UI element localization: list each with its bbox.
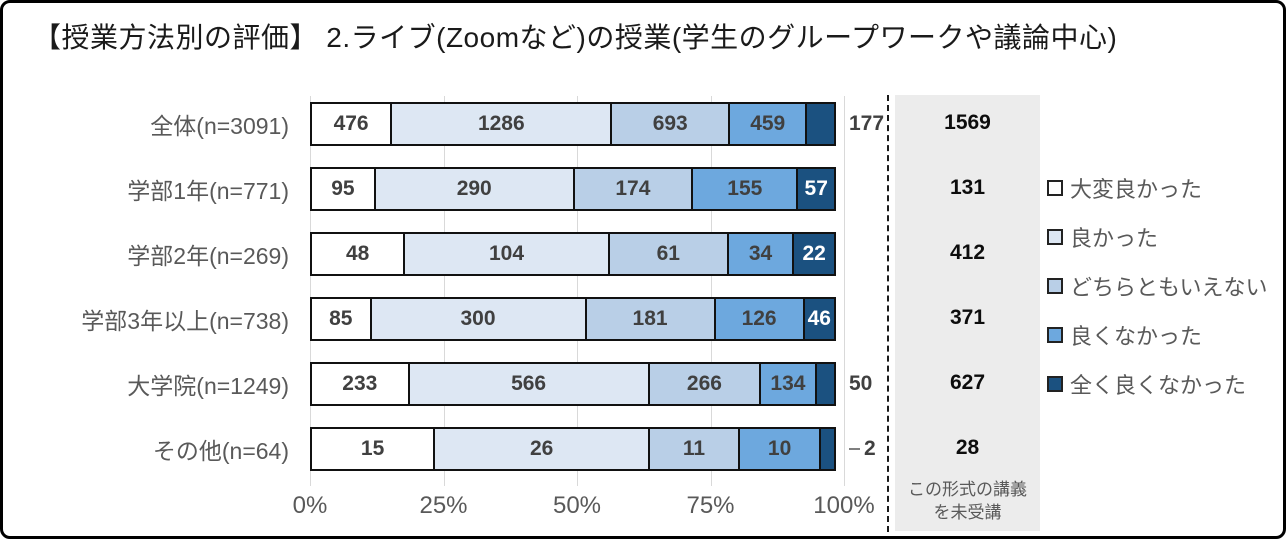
legend-item: 全く良くなかった [1047, 359, 1268, 408]
bar-segment: 566 [407, 362, 650, 406]
bar-segment: 104 [403, 232, 610, 276]
unattended-value: 131 [949, 176, 986, 199]
x-tick-label: 75% [686, 492, 735, 519]
bar-segment: 476 [310, 102, 393, 146]
bar-segment: 22 [792, 232, 836, 276]
unattended-caption-line1: この形式の講義 [908, 480, 1027, 500]
bar-segment: 126 [713, 297, 805, 341]
bar-value-outside: 2 [849, 437, 876, 461]
leader-line [849, 448, 860, 450]
bar-segment: 233 [310, 362, 410, 406]
gridline [577, 96, 578, 486]
legend-label: 良かった [1070, 225, 1159, 251]
gridline [443, 96, 445, 486]
category-axis: 全体(n=3091) 学部1年(n=771) 学部2年(n=269) 学部3年以上(n… [3, 96, 299, 488]
bar-segment: 34 [726, 232, 795, 276]
bar-track: 233 566 266 134 [310, 362, 844, 406]
bar-row: 476 1286 693 459 177 [310, 102, 884, 146]
dashed-separator [887, 95, 889, 532]
bar-track: 476 1286 693 459 [310, 102, 844, 146]
bar-segment: 300 [369, 297, 587, 341]
unattended-value: 1569 [944, 111, 991, 134]
bar-segment: 48 [310, 232, 406, 276]
bar-segment: 693 [610, 102, 731, 146]
bar-segment: 459 [728, 102, 808, 146]
bar-segment: 11 [648, 427, 740, 471]
bar-track: 95 290 174 155 57 [310, 167, 844, 211]
legend: 大変良かった 良かったどちらともいえない 良くなかった全く良くなかった [1047, 163, 1268, 408]
bar-segment: 155 [691, 167, 799, 211]
bar-segment: 290 [373, 167, 575, 211]
bar-segment: 61 [607, 232, 729, 276]
bar-track: 48 104 61 34 22 [310, 232, 844, 276]
legend-label: 大変良かった [1070, 176, 1203, 202]
bar-track: 85 300 181 126 46 [310, 297, 844, 341]
legend-swatch [1047, 277, 1063, 294]
bar-segment [819, 427, 836, 471]
legend-label: 良くなかった [1070, 323, 1203, 349]
bar-segment: 15 [310, 427, 436, 471]
legend-swatch [1047, 326, 1063, 343]
legend-swatch [1047, 228, 1063, 245]
bar-segment: 174 [572, 167, 694, 211]
category-label: その他(n=64) [152, 438, 289, 464]
bar-segment: 134 [759, 362, 817, 406]
unattended-caption-line2: を未受講 [933, 503, 1002, 523]
bar-segment: 1286 [390, 102, 613, 146]
bar-segment: 95 [310, 167, 376, 211]
legend-swatch [1047, 375, 1063, 392]
unattended-value: 28 [955, 436, 980, 459]
bar-row: 15 26 11 10 2 [310, 427, 876, 471]
bar-track: 15 26 11 10 [310, 427, 844, 471]
bar-value-outside: 177 [849, 112, 885, 135]
bar-segment: 10 [737, 427, 822, 471]
bar-value-outside: 50 [849, 372, 873, 395]
legend-item: どちらともいえない [1047, 261, 1268, 310]
gridline [844, 96, 845, 486]
x-tick-label: 25% [419, 492, 468, 519]
x-tick-label: 0% [292, 492, 328, 519]
bar-segment: 85 [310, 297, 372, 341]
bar-row: 48 104 61 34 22 [310, 232, 844, 276]
category-label: 学部3年以上(n=738) [81, 308, 289, 334]
gridline [310, 96, 311, 486]
x-tick-label: 100% [813, 492, 875, 519]
bar-segment: 57 [796, 167, 836, 211]
gridline [710, 96, 712, 486]
category-label: 学部2年(n=269) [127, 243, 289, 269]
category-label: 大学院(n=1249) [127, 373, 289, 399]
bar-row: 233 566 266 134 50 [310, 362, 872, 406]
bar-row: 85 300 181 126 46 [310, 297, 844, 341]
x-tick-label: 50% [552, 492, 602, 519]
legend-swatch [1047, 179, 1063, 196]
legend-item: 大変良かった [1047, 163, 1268, 212]
chart-title: 【授業方法別の評価】 2.ライブ(Zoomなど)の授業(学生のグループワークや議… [33, 22, 1118, 53]
unattended-value: 627 [949, 371, 986, 394]
legend-label: どちらともいえない [1070, 274, 1268, 300]
unattended-value: 371 [949, 306, 986, 329]
category-label: 全体(n=3091) [150, 113, 289, 139]
legend-item: 良くなかった [1047, 310, 1268, 359]
plot-area: 476 1286 693 459 177 95 290 174 155 57 48 104 61 34 22… [310, 96, 884, 488]
unattended-caption: この形式の講義 を未受講 [895, 479, 1040, 525]
bar-segment: 46 [802, 297, 836, 341]
bar-segment: 181 [584, 297, 716, 341]
bar-segment: 26 [433, 427, 651, 471]
unattended-value: 412 [949, 241, 986, 264]
category-label: 学部1年(n=771) [127, 178, 289, 204]
bar-segment: 266 [647, 362, 762, 406]
bar-segment [805, 102, 836, 146]
bar-segment [814, 362, 836, 406]
bar-row: 95 290 174 155 57 [310, 167, 844, 211]
x-axis: 0% 25% 50% 75% 100% [293, 492, 875, 526]
unattended-panel: この形式の講義 を未受講 1569 131 412 371 627 28 [895, 95, 1040, 531]
legend-label: 全く良くなかった [1070, 372, 1247, 398]
legend-item: 良かった [1047, 212, 1268, 261]
